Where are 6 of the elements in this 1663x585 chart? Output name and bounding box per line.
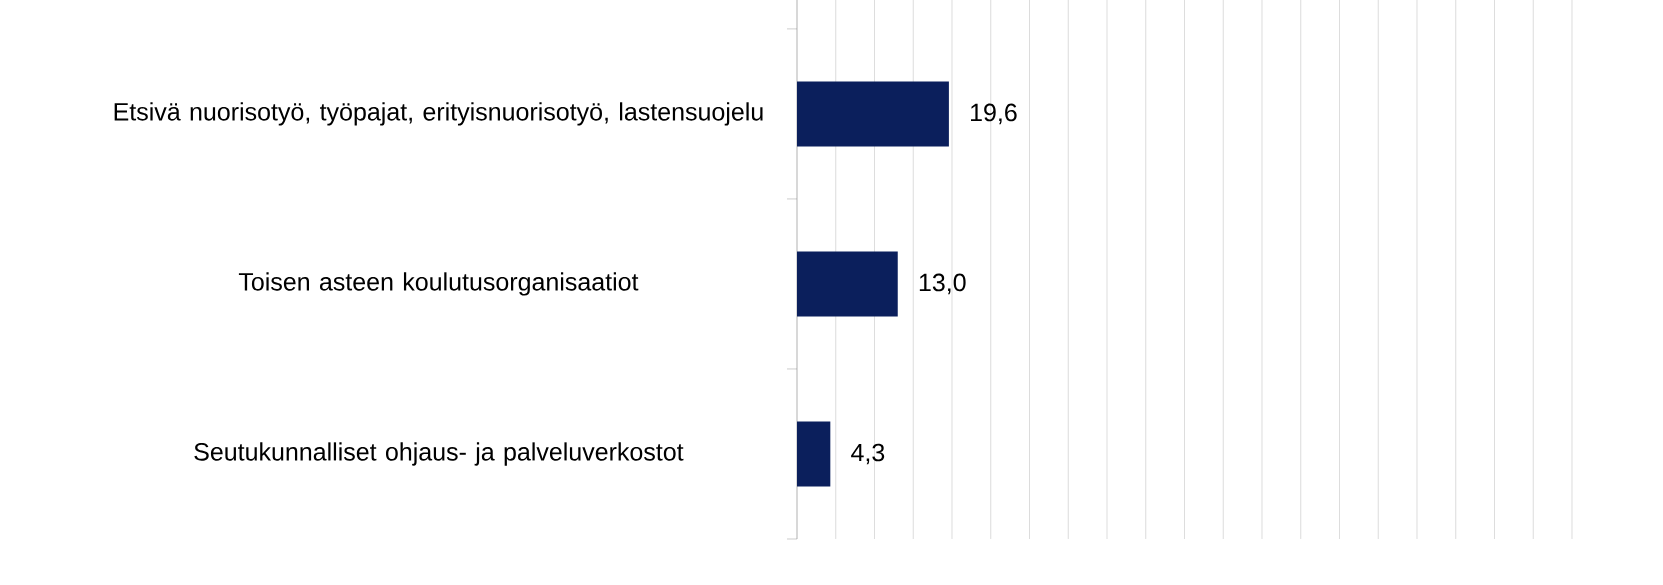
data-label: 4,3 [851,443,885,465]
y-tick-label: Seutukunnalliset ohjaus- ja palveluverkostot [194,442,684,466]
data-label: 19,6 [971,103,1017,125]
data-label: 13,0 [919,273,966,295]
y-tick-label: Toisen asteen koulutusorganisaatiot [238,272,639,296]
y-tick-label: Etsivä nuorisotyö, työpajat, erityisnuorisotyö, lastensuojelu [114,102,763,126]
